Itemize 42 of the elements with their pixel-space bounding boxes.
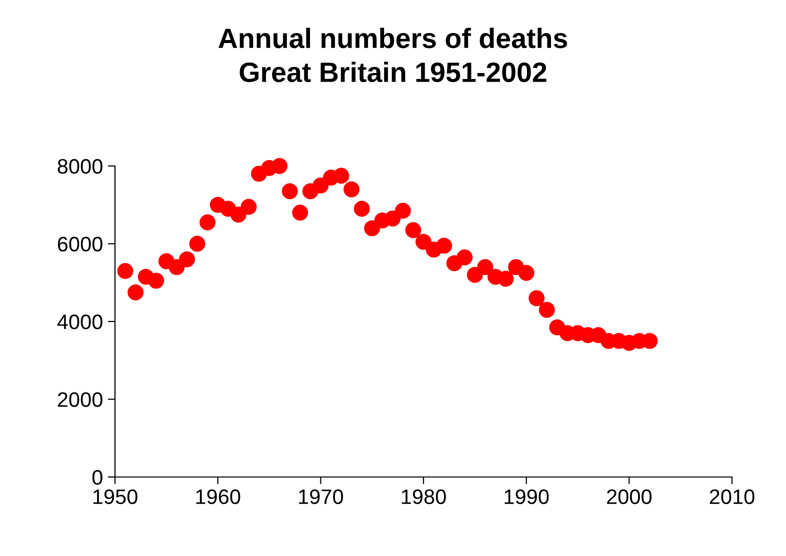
point xyxy=(538,302,555,318)
point xyxy=(128,284,144,300)
chart-title: Annual numbers of deaths Great Britain 1951-2002 xyxy=(218,28,568,82)
point xyxy=(384,210,401,226)
y-tick-label: 8000 xyxy=(58,159,102,174)
point xyxy=(344,181,360,198)
point xyxy=(518,264,534,281)
point xyxy=(354,200,370,217)
point xyxy=(456,249,473,266)
point xyxy=(477,259,494,276)
x-tick-label: 1950 xyxy=(93,489,138,504)
x-tick-label: 1960 xyxy=(196,489,240,504)
x-tick-label: 2000 xyxy=(607,489,652,504)
point xyxy=(405,222,422,238)
point xyxy=(117,262,134,279)
point xyxy=(230,206,246,223)
point xyxy=(179,251,195,268)
point xyxy=(466,266,483,283)
y-tick-label: 0 xyxy=(92,470,102,485)
point xyxy=(148,272,164,289)
point xyxy=(364,220,380,236)
point xyxy=(498,270,514,287)
point xyxy=(333,168,350,184)
point xyxy=(292,204,308,221)
point xyxy=(528,290,545,306)
y-tick-label: 2000 xyxy=(58,392,102,408)
x-tick-label: 1980 xyxy=(402,489,446,504)
point xyxy=(312,177,329,194)
point xyxy=(240,198,257,215)
x-tick-label: 1970 xyxy=(299,489,344,504)
x-tick-label: 1990 xyxy=(504,489,549,504)
point xyxy=(189,236,206,252)
x-tick-label: 2010 xyxy=(710,489,754,504)
point xyxy=(416,234,432,250)
point xyxy=(272,158,288,174)
y-tick-label: 6000 xyxy=(58,236,102,252)
point xyxy=(282,183,298,200)
y-tick-label: 4000 xyxy=(57,314,102,330)
point xyxy=(200,214,216,230)
point xyxy=(168,259,185,276)
point xyxy=(394,202,411,219)
point xyxy=(436,238,452,254)
